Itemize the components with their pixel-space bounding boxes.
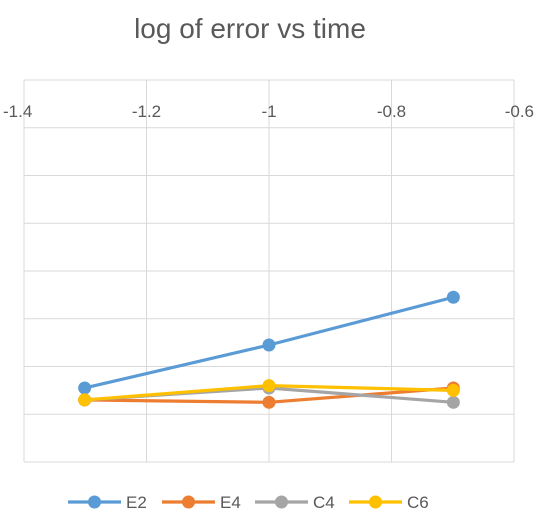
legend-swatch-marker-E2: [88, 495, 101, 509]
legend-swatch-marker-E4: [182, 495, 195, 509]
data-point-C6-2: [446, 383, 460, 397]
legend-item-E2: E2: [68, 493, 147, 512]
x-tick-label-3: -0.8: [377, 102, 406, 121]
x-tick-label-1: -1.2: [132, 102, 161, 121]
series-lines: [78, 290, 460, 409]
legend: E2 E4 C4 C6: [68, 493, 429, 512]
series-C6: [78, 379, 460, 407]
data-point-E4-1: [262, 395, 276, 409]
legend-item-C4: C4: [255, 493, 335, 512]
data-point-C4-2: [446, 395, 460, 409]
legend-label-C4: C4: [313, 493, 335, 512]
data-point-C6-1: [262, 379, 276, 393]
data-point-E2-1: [262, 338, 276, 352]
data-point-C6-0: [78, 393, 92, 407]
legend-swatch-marker-C4: [275, 495, 288, 509]
x-tick-label-0: -1.4: [3, 102, 32, 121]
legend-label-E4: E4: [220, 493, 241, 512]
x-tick-label-4: -0.6: [505, 102, 534, 121]
x-tick-labels: -1.4 -1.2 -1 -0.8 -0.6: [3, 102, 534, 121]
legend-item-C6: C6: [349, 493, 429, 512]
data-point-E2-2: [446, 290, 460, 304]
series-E2: [78, 290, 460, 395]
data-point-E2-0: [78, 381, 92, 395]
chart-title: log of error vs time: [134, 13, 366, 44]
legend-item-E4: E4: [162, 493, 241, 512]
legend-label-E2: E2: [126, 493, 147, 512]
legend-label-C6: C6: [407, 493, 429, 512]
legend-swatch-marker-C6: [369, 495, 382, 509]
x-tick-label-2: -1: [261, 102, 276, 121]
